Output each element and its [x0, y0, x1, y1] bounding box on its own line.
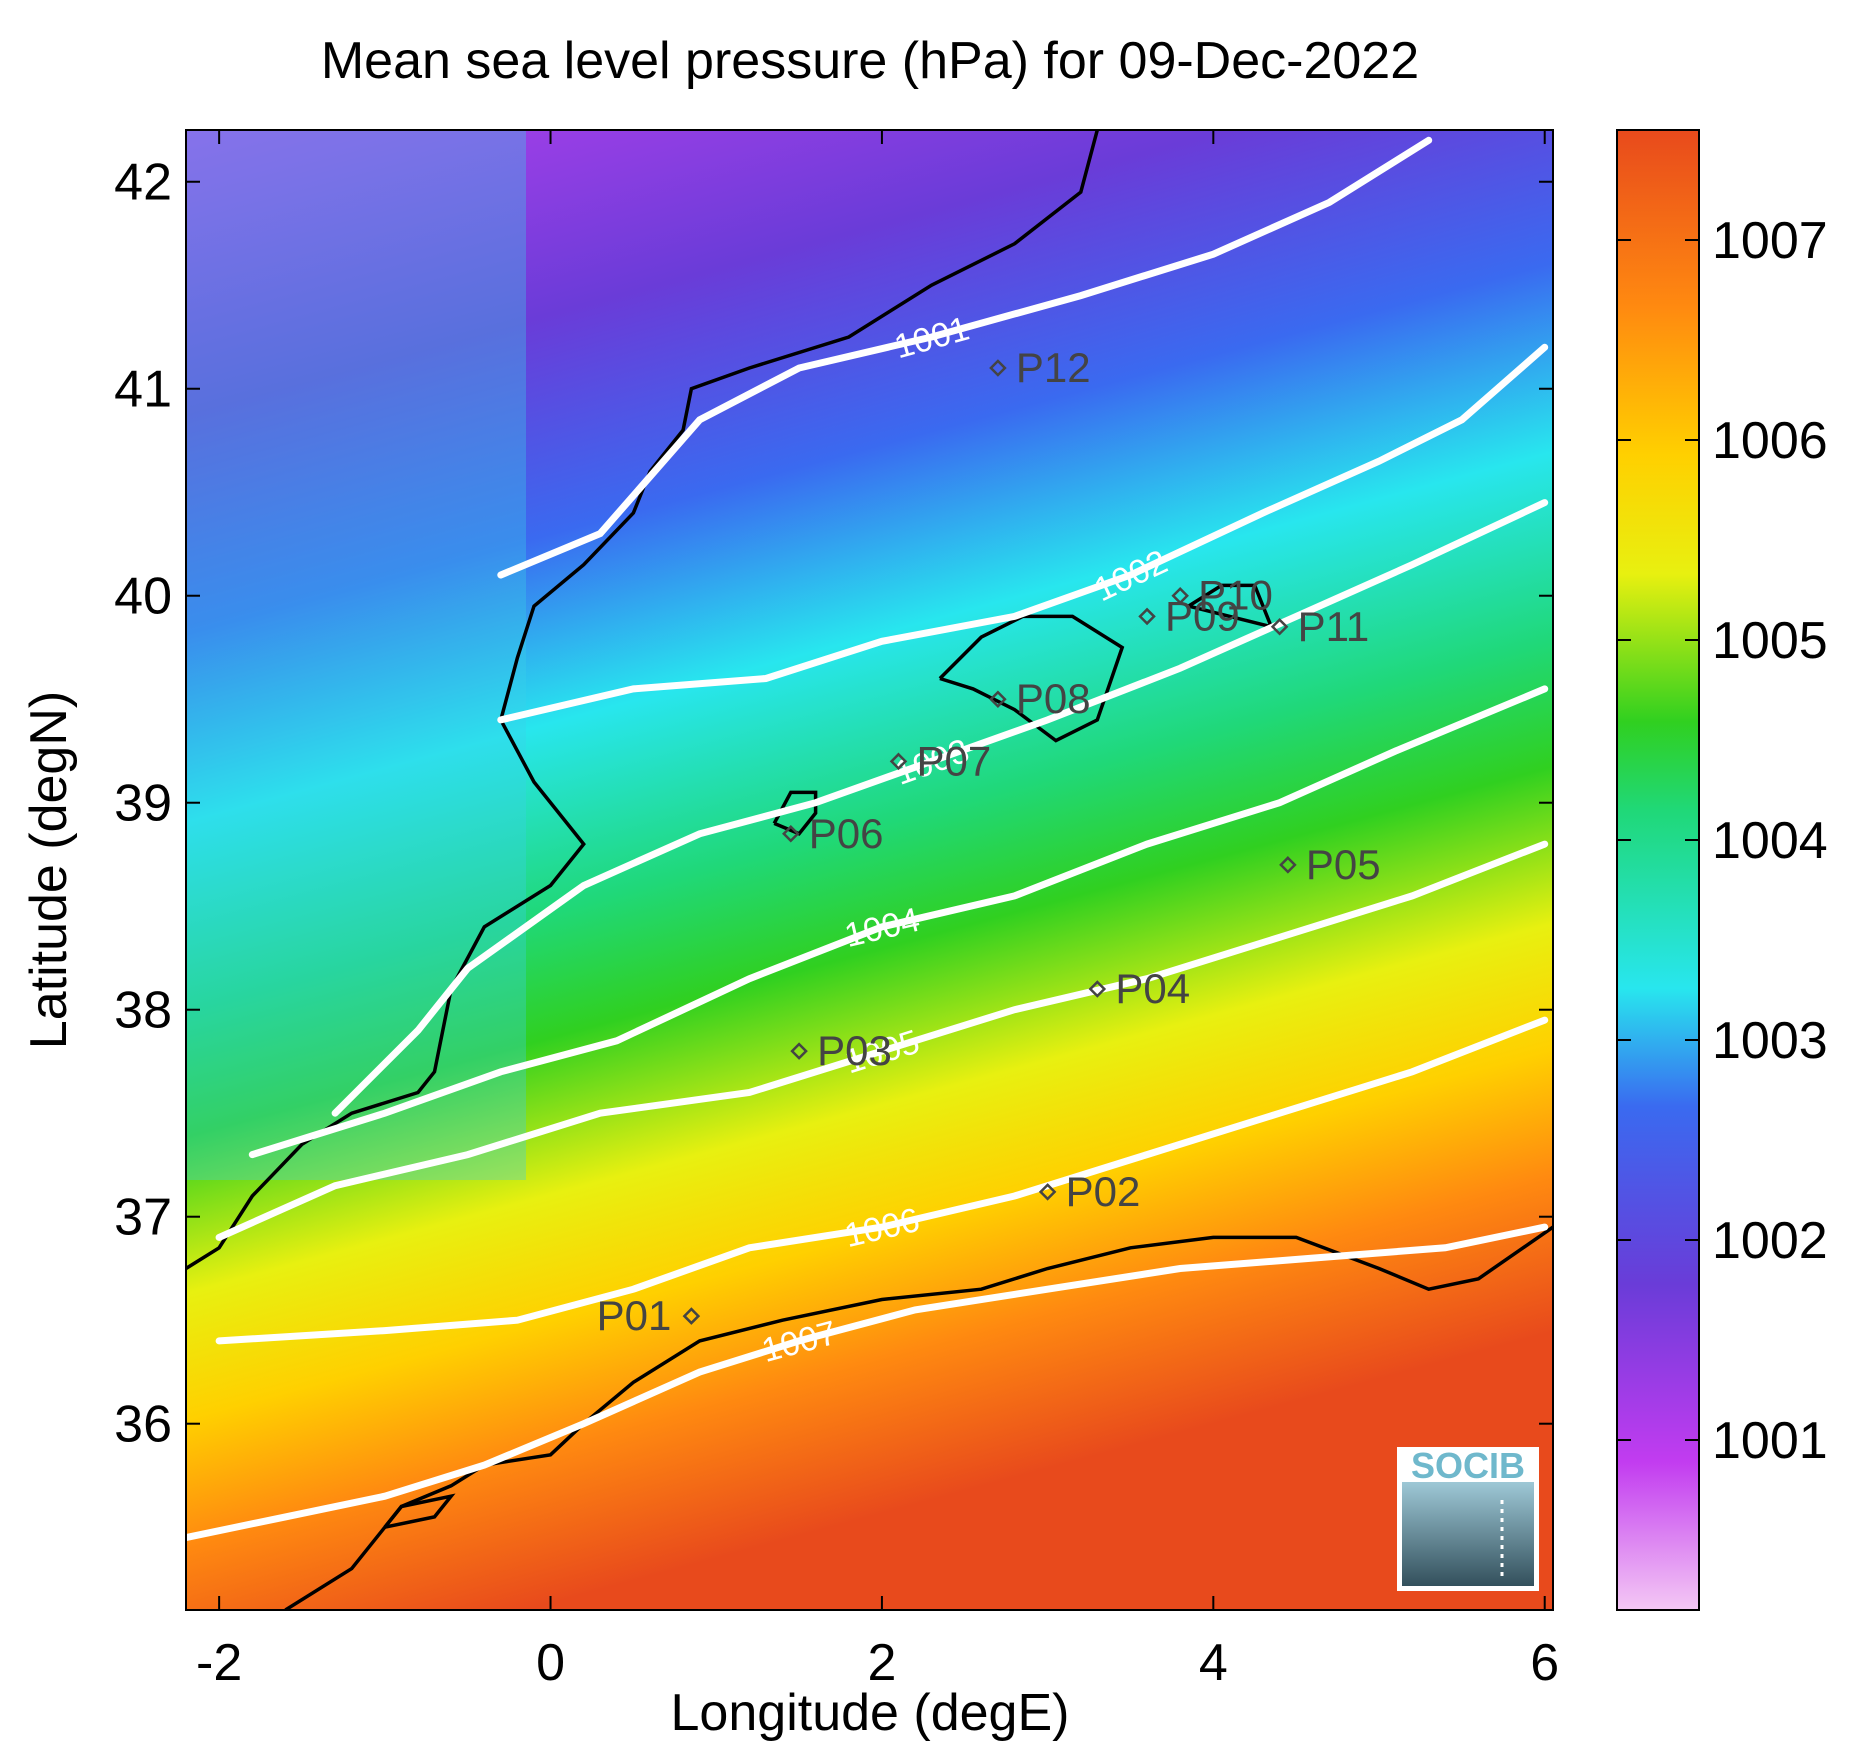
y-axis-ticks: 42 41 40 39 38 37 36 — [114, 154, 1553, 1454]
y-tick-label: 40 — [114, 568, 172, 626]
plot-frame — [185, 129, 1554, 1611]
y-axis-label: Latitude (degN) — [20, 691, 78, 1049]
station-marker-P05 — [1279, 856, 1297, 874]
isobar-1003 — [331, 499, 1549, 1117]
y-tick-label: 41 — [114, 361, 172, 419]
y-tick-label: 36 — [114, 1396, 172, 1454]
station-label-P08: P08 — [1016, 675, 1091, 722]
isobar-1002 — [497, 343, 1549, 724]
x-axis-label: Longitude (degE) — [671, 1684, 1070, 1742]
colorbar-ticks: 1007 1006 1005 1004 1003 1002 1001 — [1617, 212, 1828, 1470]
isobar-1001 — [497, 136, 1433, 579]
station-marker-P07 — [889, 752, 908, 771]
x-tick-label: 4 — [1199, 1634, 1228, 1692]
coastline-5 — [383, 1493, 456, 1529]
y-tick-label: 42 — [114, 154, 172, 212]
station-marker-P01 — [682, 1307, 701, 1325]
station-marker-P08 — [989, 690, 1007, 708]
station-marker-P09 — [1138, 607, 1156, 626]
isobar-1005 — [215, 840, 1549, 1241]
station-label-P11: P11 — [1298, 603, 1370, 650]
station-marker-P10 — [1171, 586, 1189, 605]
colorbar-tick-label: 1006 — [1712, 412, 1828, 470]
station-label-P05: P05 — [1306, 841, 1381, 888]
x-tick-label: 6 — [1530, 1634, 1559, 1692]
x-tick-label: -2 — [196, 1634, 242, 1692]
land-overlay — [186, 130, 526, 1180]
station-marker-P04 — [1088, 980, 1107, 998]
station-marker-P02 — [1038, 1183, 1057, 1201]
y-tick-label: 38 — [114, 982, 172, 1040]
isobar-1004 — [248, 685, 1549, 1159]
colorbar-tick-label: 1001 — [1712, 1412, 1828, 1470]
map-title: Mean sea level pressure (hPa) for 09-Dec… — [321, 32, 1419, 90]
x-tick-label: 0 — [536, 1634, 565, 1692]
colorbar-tick-label: 1004 — [1712, 812, 1828, 870]
y-tick-label: 37 — [114, 1189, 172, 1247]
station-label-P04: P04 — [1115, 965, 1190, 1012]
x-axis-ticks: -2 0 2 4 6 — [196, 130, 1559, 1692]
coastline-1 — [284, 1225, 1553, 1610]
station-marker-P12 — [989, 359, 1007, 377]
isobar-1007 — [186, 1223, 1549, 1542]
station-label-P01: P01 — [597, 1292, 672, 1339]
x-tick-label: 2 — [867, 1634, 896, 1692]
colorbar-tick-label: 1005 — [1712, 612, 1828, 670]
station-label-P12: P12 — [1016, 344, 1091, 391]
station-label-P03: P03 — [817, 1027, 892, 1074]
y-tick-label: 39 — [114, 775, 172, 833]
station-label-P10: P10 — [1198, 572, 1273, 619]
colorbar-tick-label: 1007 — [1712, 212, 1828, 270]
station-label-P06: P06 — [809, 810, 884, 857]
colorbar-tick-label: 1003 — [1712, 1012, 1828, 1070]
station-marker-P06 — [782, 825, 800, 843]
isobar-1006 — [215, 1016, 1549, 1345]
station-marker-P03 — [790, 1042, 808, 1060]
station-label-P02: P02 — [1066, 1168, 1141, 1215]
socib-logo: SOCIB — [1397, 1445, 1539, 1591]
station-marker-P11 — [1270, 618, 1289, 636]
pressure-field — [186, 130, 1553, 1610]
station-label-P07: P07 — [916, 737, 991, 784]
colorbar — [1616, 129, 1700, 1611]
logo-text: SOCIB — [1411, 1445, 1525, 1486]
coastline-3 — [938, 614, 1125, 743]
colorbar-tick-label: 1002 — [1712, 1212, 1828, 1270]
coastline-4 — [1187, 583, 1275, 630]
